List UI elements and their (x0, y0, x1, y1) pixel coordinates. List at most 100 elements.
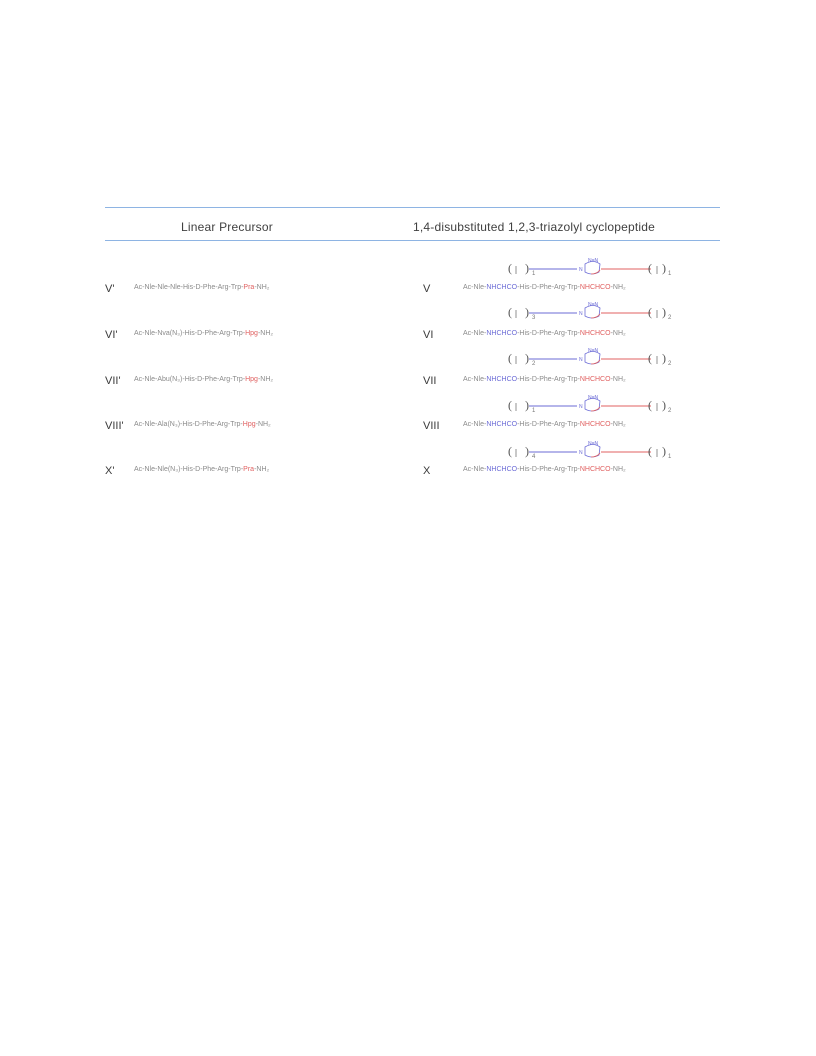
precursor-alkyne-residue: Pra (243, 466, 255, 473)
bridge-right-close-paren: ) (662, 305, 666, 319)
precursor-sequence: Ac-Nle-Nle-Nle-His-D-Phe-Arg-Trp-Pra-NH₂ (134, 284, 270, 291)
precursor-c-terminus: -NH₂ (254, 284, 270, 291)
triazole-n-label: N (579, 404, 583, 410)
triazole-ring (584, 398, 601, 412)
table-row: X' Ac-Nle-Nle(N₃)-His-D-Phe-Arg-Trp-Pra-… (0, 465, 816, 479)
precursor-label: VII' (105, 375, 121, 387)
precursor-label: V' (105, 283, 115, 295)
bridge-left-paren: ( (508, 351, 512, 365)
cyclopeptide-alkyne-residue: NHCHCO (579, 421, 611, 428)
table-row: VI' Ac-Nle-Nva(N₃)-His-D-Phe-Arg-Trp-Hpg… (0, 329, 816, 343)
bridge-right-close-paren: ) (662, 261, 666, 275)
precursor-alkyne-residue: Hpg (242, 421, 256, 428)
bridge-right-paren: ( (648, 444, 652, 458)
triazole-n-top: N=N (588, 441, 599, 447)
bridge-left-paren: ( (508, 444, 512, 458)
precursor-label: VIII' (105, 420, 124, 432)
bridge-right-paren: ( (648, 351, 652, 365)
cyclopeptide-core: -His-D-Phe-Arg-Trp- (517, 421, 580, 428)
triazole-n-top: N=N (588, 395, 599, 401)
cyclopeptide-azide-residue: NHCHCO (486, 376, 518, 383)
precursor-c-terminus: -NH₂ (257, 376, 274, 383)
bridge-left-close-paren: ) (525, 398, 529, 412)
cyclopeptide-sequence: Ac-Nle-NHCHCO-His-D-Phe-Arg-Trp-NHCHCO-N… (463, 330, 626, 337)
triazole-ring (584, 444, 601, 458)
triazole-n-label: N (579, 450, 583, 456)
precursor-core: Ac-Nle-Ala(N₃)-His-D-Phe-Arg-Trp- (134, 421, 243, 428)
cyclopeptide-c-terminus: -NH₂ (610, 330, 626, 337)
bridge-left-close-paren: ) (525, 444, 529, 458)
triazole-bridge: ( ) 4 N N=N ( ) 1 (505, 441, 705, 463)
bridge-right-paren: ( (648, 398, 652, 412)
precursor-sequence: Ac-Nle-Nle(N₃)-His-D-Phe-Arg-Trp-Pra-NH₂ (134, 466, 269, 473)
cyclopeptide-sequence: Ac-Nle-NHCHCO-His-D-Phe-Arg-Trp-NHCHCO-N… (463, 466, 626, 473)
cyclopeptide-n-term: Ac-Nle- (463, 330, 487, 337)
bridge-left-subscript: 1 (532, 408, 536, 414)
triazole-ring (584, 305, 601, 319)
header-linear-precursor: Linear Precursor (181, 220, 273, 234)
cyclopeptide-core: -His-D-Phe-Arg-Trp- (517, 330, 580, 337)
precursor-core: Ac-Nle-Nva(N₃)-His-D-Phe-Arg-Trp- (134, 330, 246, 337)
bridge-right-close-paren: ) (662, 444, 666, 458)
triazole-bridge-svg: ( ) 4 N N=N ( ) 1 (508, 441, 672, 460)
triazole-bridge-svg: ( ) 2 N N=N ( ) 2 (508, 348, 672, 367)
precursor-sequence: Ac-Nle-Nva(N₃)-His-D-Phe-Arg-Trp-Hpg-NH₂ (134, 330, 273, 337)
cyclopeptide-n-term: Ac-Nle- (463, 421, 487, 428)
triazole-ring-red-edge (590, 269, 601, 275)
precursor-sequence: Ac-Nle-Ala(N₃)-His-D-Phe-Arg-Trp-Hpg-NH₂ (134, 421, 271, 428)
triazole-n-label: N (579, 357, 583, 363)
cyclopeptide-label: VI (423, 329, 434, 341)
triazole-ring-red-edge (590, 452, 601, 458)
table-header-rule (105, 240, 720, 241)
cyclopeptide-core: -His-D-Phe-Arg-Trp- (517, 376, 580, 383)
bridge-left-subscript: 4 (532, 454, 536, 460)
table-row: V' Ac-Nle-Nle-Nle-His-D-Phe-Arg-Trp-Pra-… (0, 283, 816, 297)
cyclopeptide-azide-residue: NHCHCO (486, 421, 518, 428)
triazole-n-top: N=N (588, 348, 599, 354)
triazole-bridge: ( ) 1 N N=N ( ) 2 (505, 395, 705, 417)
cyclopeptide-azide-residue: NHCHCO (486, 330, 518, 337)
bridge-right-close-paren: ) (662, 351, 666, 365)
triazole-bridge: ( ) 2 N N=N ( ) 2 (505, 348, 705, 370)
triazole-bridge: ( ) 1 N N=N ( ) 1 (505, 258, 705, 280)
triazole-ring (584, 351, 601, 365)
cyclopeptide-label: VIII (423, 420, 440, 432)
cyclopeptide-sequence: Ac-Nle-NHCHCO-His-D-Phe-Arg-Trp-NHCHCO-N… (463, 284, 626, 291)
cyclopeptide-alkyne-residue: NHCHCO (579, 330, 611, 337)
cyclopeptide-n-term: Ac-Nle- (463, 284, 487, 291)
triazole-bridge-svg: ( ) 3 N N=N ( ) 2 (508, 302, 672, 321)
cyclopeptide-azide-residue: NHCHCO (486, 284, 518, 291)
bridge-left-subscript: 2 (532, 361, 536, 367)
bridge-left-close-paren: ) (525, 351, 529, 365)
precursor-sequence: Ac-Nle-Abu(N₃)-His-D-Phe-Arg-Trp-Hpg-NH₂ (134, 376, 273, 383)
triazole-n-top: N=N (588, 258, 599, 264)
cyclopeptide-label: VII (423, 375, 437, 387)
table-row: VII' Ac-Nle-Abu(N₃)-His-D-Phe-Arg-Trp-Hp… (0, 375, 816, 389)
bridge-right-subscript: 2 (668, 315, 672, 321)
cyclopeptide-label: V (423, 283, 431, 295)
bridge-left-subscript: 1 (532, 271, 536, 277)
cyclopeptide-sequence: Ac-Nle-NHCHCO-His-D-Phe-Arg-Trp-NHCHCO-N… (463, 376, 626, 383)
precursor-c-terminus: -NH₂ (255, 421, 271, 428)
bridge-left-paren: ( (508, 305, 512, 319)
precursor-core: Ac-Nle-Abu(N₃)-His-D-Phe-Arg-Trp- (134, 376, 246, 383)
bridge-right-subscript: 2 (668, 361, 672, 367)
precursor-core: Ac-Nle-Nle-Nle-His-D-Phe-Arg-Trp- (134, 284, 244, 291)
precursor-label: X' (105, 465, 115, 477)
precursor-c-terminus: -NH₂ (257, 330, 274, 337)
header-cyclopeptide: 1,4-disubstituted 1,2,3-triazolyl cyclop… (413, 220, 655, 234)
bridge-left-paren: ( (508, 398, 512, 412)
cyclopeptide-n-term: Ac-Nle- (463, 376, 487, 383)
cyclopeptide-n-term: Ac-Nle- (463, 466, 487, 473)
cyclopeptide-alkyne-residue: NHCHCO (579, 376, 611, 383)
bridge-right-paren: ( (648, 261, 652, 275)
precursor-alkyne-residue: Hpg (245, 330, 258, 337)
bridge-right-paren: ( (648, 305, 652, 319)
table-top-rule (105, 207, 720, 208)
cyclopeptide-sequence: Ac-Nle-NHCHCO-His-D-Phe-Arg-Trp-NHCHCO-N… (463, 421, 626, 428)
triazole-bridge-svg: ( ) 1 N N=N ( ) 2 (508, 395, 672, 414)
triazole-bridge: ( ) 3 N N=N ( ) 2 (505, 302, 705, 324)
cyclopeptide-c-terminus: -NH₂ (610, 466, 626, 473)
precursor-alkyne-residue: Hpg (245, 376, 258, 383)
triazole-n-label: N (579, 311, 583, 317)
